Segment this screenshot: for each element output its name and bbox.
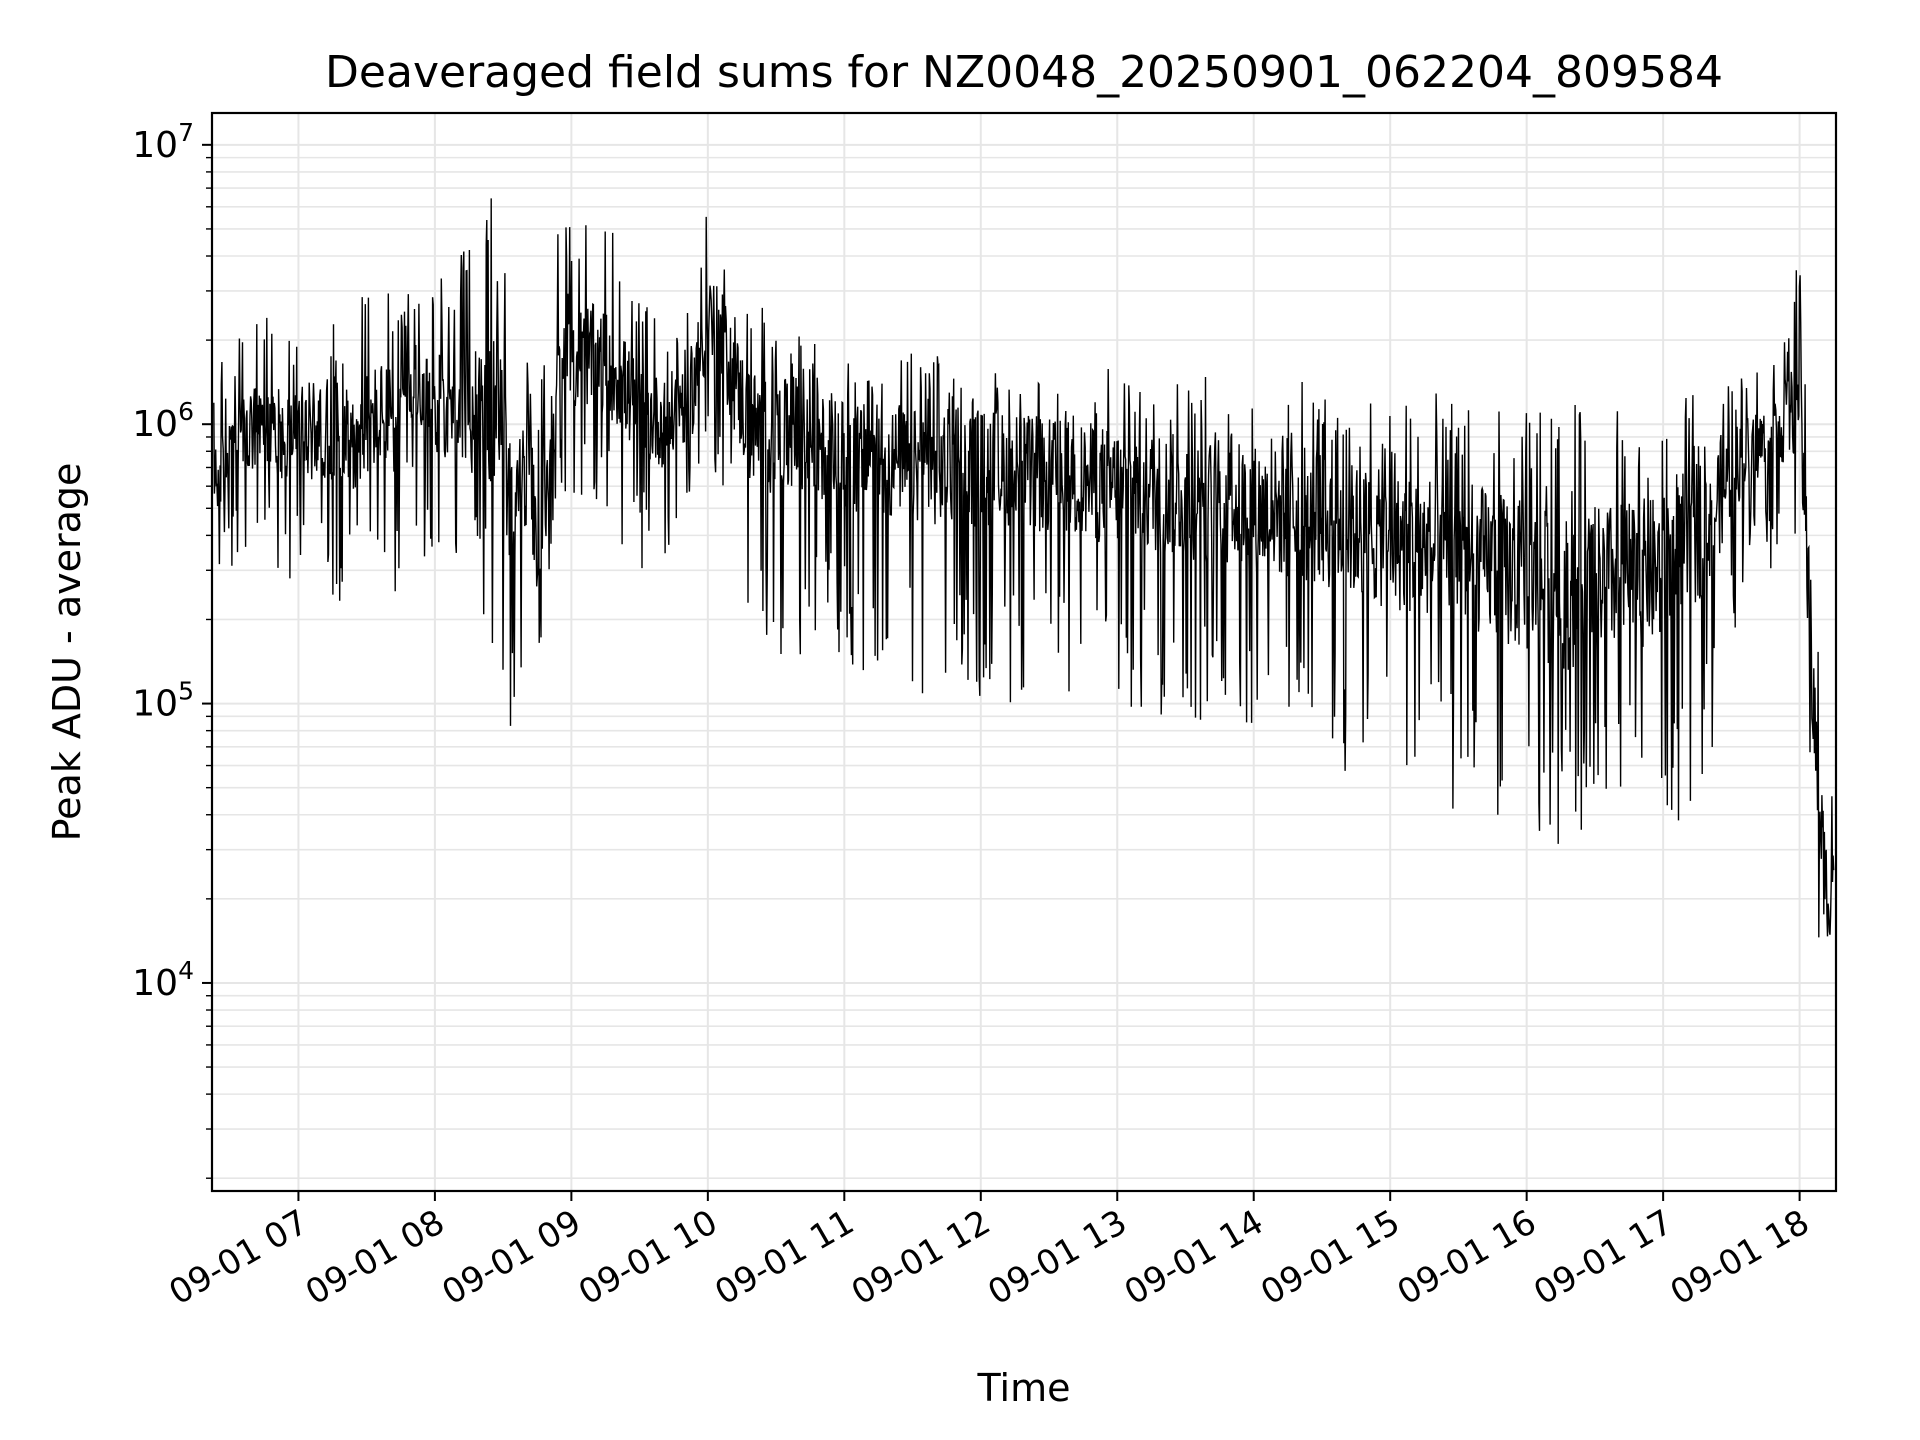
- y-tick-label: 107: [132, 118, 194, 166]
- y-axis-label: Peak ADU - average: [45, 463, 89, 842]
- y-axis: 104 105 106 107: [132, 118, 212, 1179]
- plot-frame: [210, 111, 1838, 1193]
- series-layer: [213, 198, 1835, 938]
- x-axis-label: Time: [977, 1366, 1071, 1410]
- series-line: [213, 198, 1835, 938]
- y-tick-label: 104: [132, 956, 194, 1004]
- y-tick-label: 106: [132, 397, 194, 445]
- chart-title: Deaveraged field sums for NZ0048_2025090…: [325, 47, 1723, 98]
- y-tick-label: 105: [132, 677, 194, 725]
